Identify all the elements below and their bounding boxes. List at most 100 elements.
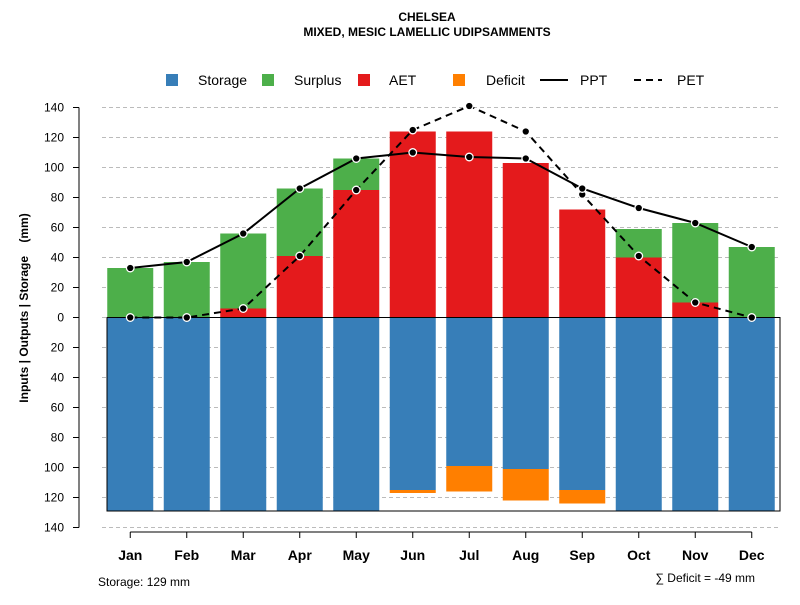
deficit-bar: [389, 490, 436, 493]
storage-bar: [333, 317, 380, 511]
pet-point: [351, 185, 361, 195]
ppt-line: [130, 151, 753, 269]
legend-label: PET: [677, 72, 705, 88]
storage-annotation: Storage: 129 mm: [98, 575, 190, 589]
aet-bar: [276, 256, 323, 318]
pet-point: [125, 313, 135, 322]
x-tick-label: Jul: [459, 547, 479, 563]
ppt-point: [408, 148, 418, 157]
legend-label: Storage: [198, 72, 247, 88]
legend-label: PPT: [580, 72, 608, 88]
chart-subtitle: MIXED, MESIC LAMELLIC UDIPSAMMENTS: [303, 25, 550, 39]
pet-point: [521, 127, 531, 136]
aet-bar: [615, 257, 662, 318]
legend-swatch: [358, 74, 370, 86]
legend: Storage Surplus AET Deficit PPT PET: [166, 72, 705, 88]
aet-bar: [559, 209, 606, 318]
x-tick-label: Nov: [682, 547, 709, 563]
pet-point: [464, 101, 474, 111]
bars: [106, 131, 781, 512]
storage-bar: [389, 317, 436, 490]
ppt-point: [634, 203, 644, 213]
legend-label: Surplus: [294, 72, 341, 88]
pet-point: [634, 251, 644, 261]
surplus-bar: [220, 233, 267, 309]
pet-point: [238, 304, 248, 313]
surplus-bar: [107, 268, 154, 318]
y-axis-label: Inputs | Outputs | Storage (mm): [17, 213, 31, 402]
ppt-point: [521, 154, 531, 163]
y-tick-label: 120: [44, 491, 64, 505]
y-tick-label: 40: [51, 251, 65, 265]
aet-bar: [333, 190, 380, 318]
pet-point: [747, 313, 757, 322]
x-tick-label: Oct: [627, 547, 651, 563]
deficit-bar: [446, 466, 493, 492]
aet-bar: [220, 308, 267, 318]
storage-bar: [672, 317, 719, 511]
legend-swatch: [453, 74, 465, 86]
x-tick-label: Mar: [231, 547, 256, 563]
surplus-bar: [672, 223, 719, 303]
pet-point: [408, 125, 418, 135]
surplus-bar: [163, 262, 210, 318]
chart-title: CHELSEA: [398, 10, 456, 24]
surplus-bar: [276, 188, 323, 256]
ppt-point: [464, 152, 474, 162]
storage-bar: [220, 317, 267, 511]
y-tick-label: 100: [44, 161, 64, 175]
surplus-bar: [728, 247, 775, 318]
surplus-bar: [333, 158, 380, 190]
deficit-bar: [559, 490, 606, 504]
axes: 140 120 100 80 60 40 20 0 20 40 60 80 100 120 140 Jan Fe…: [44, 101, 765, 564]
aet-bar: [389, 131, 436, 318]
y-tick-label: 20: [51, 281, 65, 295]
x-tick-label: May: [343, 547, 370, 563]
pet-point: [182, 313, 192, 322]
legend-swatch: [262, 74, 274, 86]
y-tick-label: 60: [51, 401, 65, 415]
gridlines: [102, 107, 780, 528]
ppt-point: [182, 257, 192, 267]
pet-point: [690, 298, 700, 307]
x-tick-label: Jan: [118, 547, 142, 563]
legend-label: Deficit: [486, 72, 525, 88]
aet-bar: [502, 163, 549, 318]
storage-bar: [502, 317, 549, 469]
y-tick-label: 60: [51, 221, 65, 235]
y-tick-label: 20: [51, 341, 65, 355]
x-tick-label: Aug: [512, 547, 539, 563]
ppt-point: [295, 184, 305, 193]
x-tick-label: Feb: [174, 547, 199, 563]
x-tick-label: Apr: [288, 547, 313, 563]
storage-bar: [446, 317, 493, 466]
ppt-point: [690, 218, 700, 228]
deficit-bar: [502, 469, 549, 501]
x-tick-label: Jun: [400, 547, 425, 563]
ppt-point: [351, 154, 361, 163]
x-tick-label: Sep: [569, 547, 595, 563]
pet-line: [130, 104, 753, 319]
storage-bar: [107, 317, 154, 511]
legend-label: AET: [389, 72, 417, 88]
ppt-point: [577, 184, 587, 193]
storage-bar: [615, 317, 662, 511]
y-tick-label: 80: [51, 431, 65, 445]
y-tick-label: 100: [44, 461, 64, 475]
y-tick-label: 140: [44, 101, 64, 115]
y-tick-label: 140: [44, 521, 64, 535]
ppt-point: [125, 263, 135, 273]
ppt-point: [238, 229, 248, 238]
storage-bar: [728, 317, 775, 511]
y-tick-label: 80: [51, 191, 65, 205]
storage-bar: [559, 317, 606, 490]
ppt-point: [747, 242, 757, 252]
y-tick-label: 0: [57, 311, 64, 325]
y-tick-label: 40: [51, 371, 65, 385]
legend-swatch: [166, 74, 178, 86]
storage-bar: [276, 317, 323, 511]
x-tick-label: Dec: [739, 547, 765, 563]
aet-bar: [446, 131, 493, 318]
y-tick-label: 120: [44, 131, 64, 145]
